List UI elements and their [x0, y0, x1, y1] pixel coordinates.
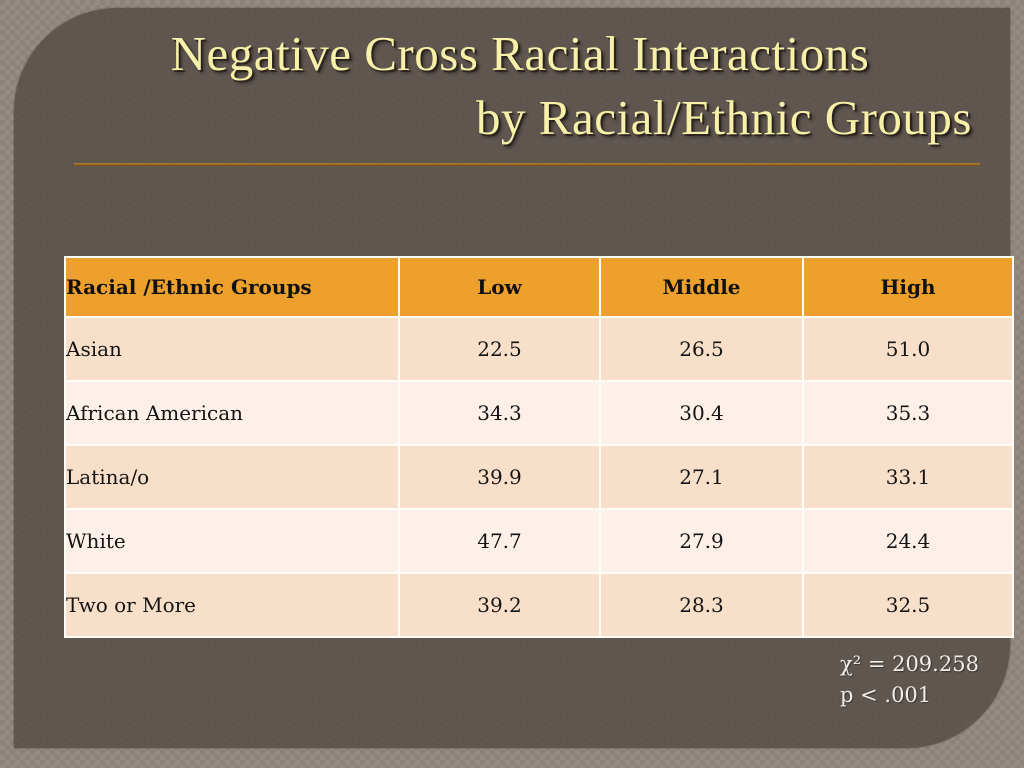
- table-body: Asian 22.5 26.5 51.0 African American 34…: [64, 316, 1014, 638]
- title-line-2: by Racial/Ethnic Groups: [476, 90, 972, 145]
- table-row: Latina/o 39.9 27.1 33.1: [64, 444, 1014, 510]
- cell-low: 47.7: [398, 508, 601, 574]
- table-row: Asian 22.5 26.5 51.0: [64, 316, 1014, 382]
- table-row: African American 34.3 30.4 35.3: [64, 380, 1014, 446]
- cell-high: 35.3: [802, 380, 1014, 446]
- cell-low: 34.3: [398, 380, 601, 446]
- cell-group: White: [64, 508, 400, 574]
- table-header: Racial /Ethnic Groups Low Middle High: [64, 256, 1014, 318]
- column-header-low: Low: [398, 256, 601, 318]
- cell-low: 39.9: [398, 444, 601, 510]
- cell-middle: 30.4: [599, 380, 804, 446]
- cell-high: 24.4: [802, 508, 1014, 574]
- cell-group: Two or More: [64, 572, 400, 638]
- cell-middle: 27.9: [599, 508, 804, 574]
- cell-low: 39.2: [398, 572, 601, 638]
- table-row: Two or More 39.2 28.3 32.5: [64, 572, 1014, 638]
- column-header-high: High: [802, 256, 1014, 318]
- title-line-1: Negative Cross Racial Interactions: [170, 26, 870, 81]
- cell-group: African American: [64, 380, 400, 446]
- cell-group: Asian: [64, 316, 400, 382]
- cell-high: 33.1: [802, 444, 1014, 510]
- content-panel: Negative Cross Racial Interactions by Ra…: [14, 8, 1014, 748]
- table-header-row: Racial /Ethnic Groups Low Middle High: [64, 256, 1014, 318]
- cell-high: 51.0: [802, 316, 1014, 382]
- data-table: Racial /Ethnic Groups Low Middle High As…: [64, 256, 1014, 638]
- cell-group: Latina/o: [64, 444, 400, 510]
- title-divider: [74, 163, 980, 166]
- table-row: White 47.7 27.9 24.4: [64, 508, 1014, 574]
- cell-middle: 26.5: [599, 316, 804, 382]
- statistics-footnote: χ² = 209.258 p < .001: [840, 649, 979, 711]
- cell-high: 32.5: [802, 572, 1014, 638]
- column-header-middle: Middle: [599, 256, 804, 318]
- chi-square-value: χ² = 209.258: [840, 652, 979, 676]
- cell-middle: 27.1: [599, 444, 804, 510]
- p-value: p < .001: [840, 683, 932, 707]
- page-title: Negative Cross Racial Interactions by Ra…: [60, 22, 980, 150]
- column-header-group: Racial /Ethnic Groups: [64, 256, 400, 318]
- cell-low: 22.5: [398, 316, 601, 382]
- cell-middle: 28.3: [599, 572, 804, 638]
